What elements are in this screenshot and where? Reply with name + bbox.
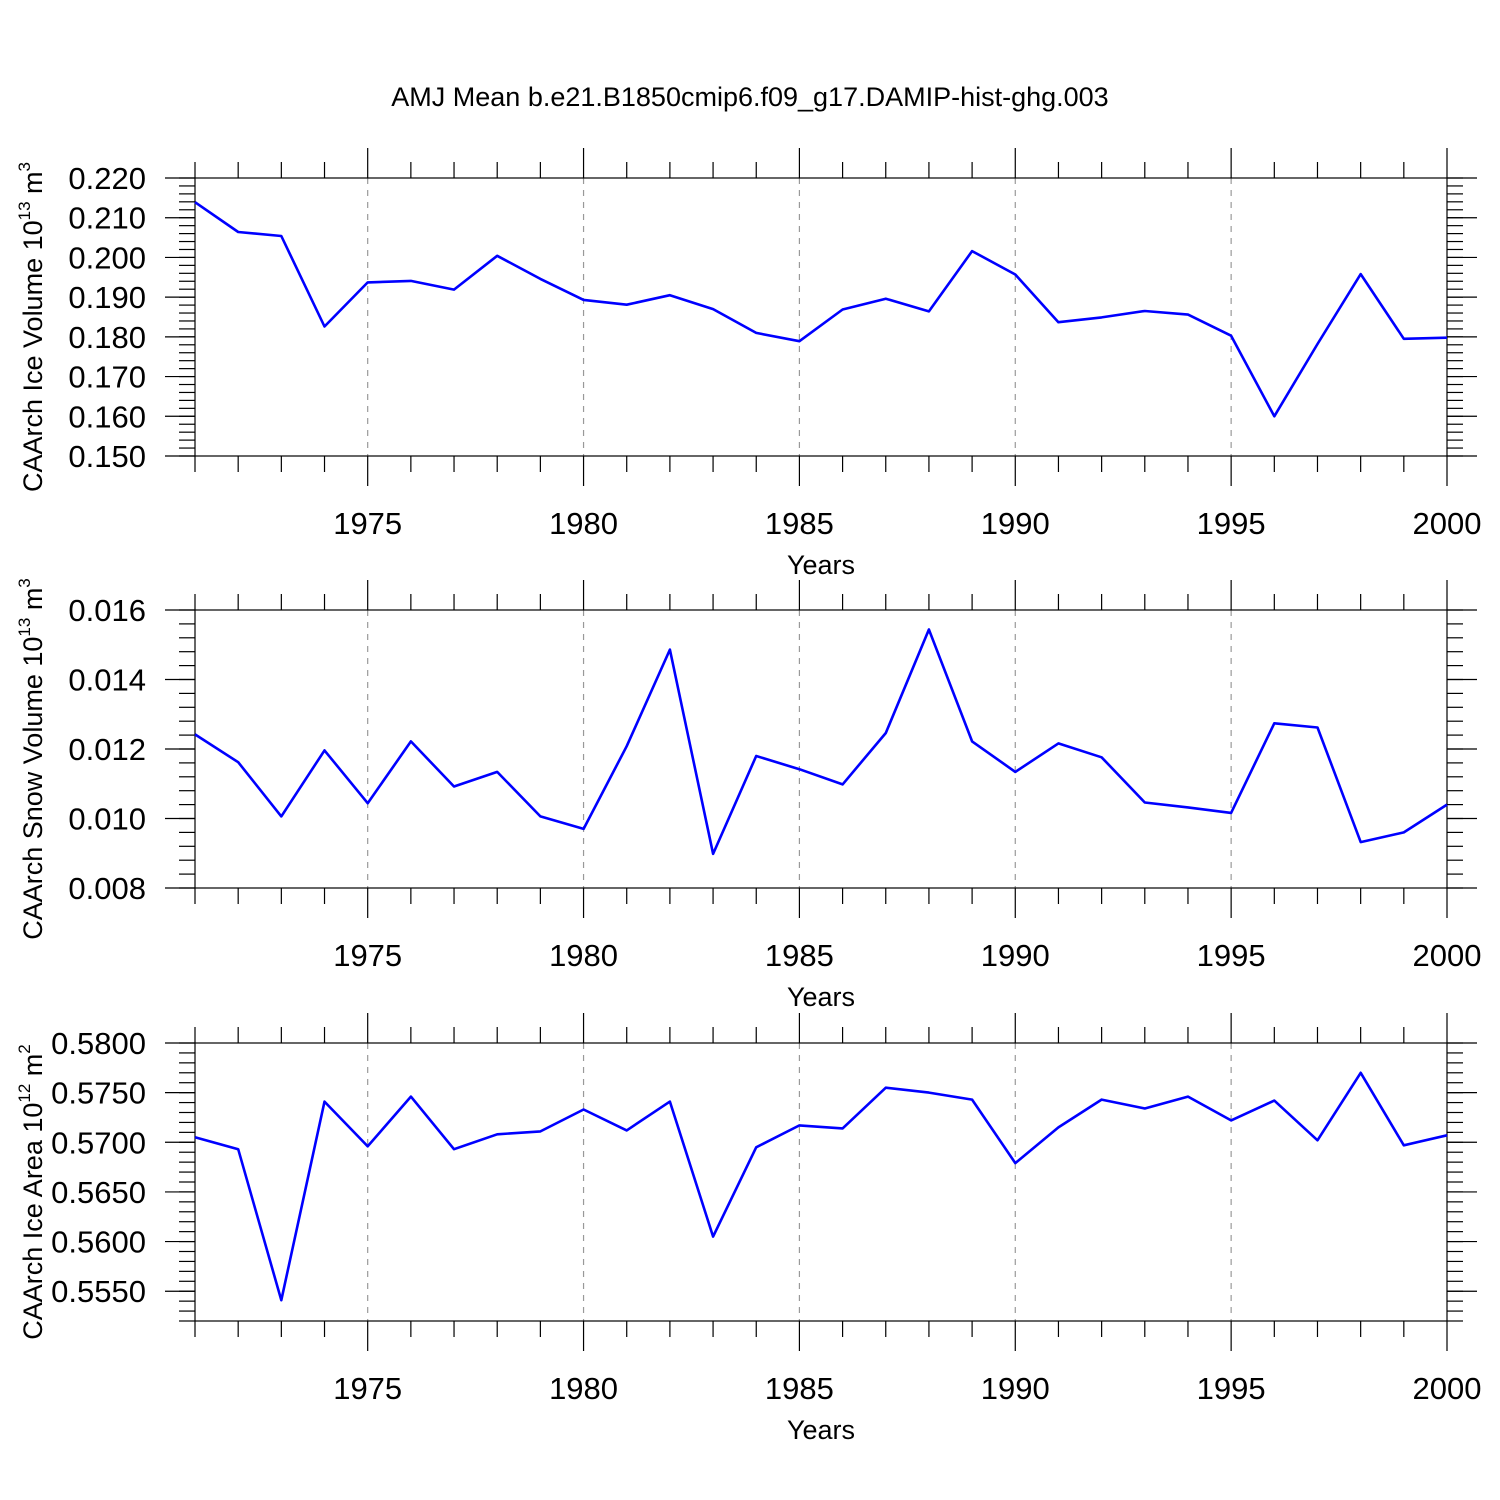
x-tick-label: 2000 xyxy=(1413,506,1482,541)
y-tick-label: 0.220 xyxy=(68,161,146,196)
figure-title: AMJ Mean b.e21.B1850cmip6.f09_g17.DAMIP-… xyxy=(391,82,1108,112)
y-axis-title-unit-exponent: 2 xyxy=(15,1044,34,1053)
plot-frame xyxy=(194,609,1448,889)
x-tick-label: 1980 xyxy=(549,506,618,541)
x-tick-label: 1990 xyxy=(981,1371,1050,1406)
y-axis-title-unit-exponent: 3 xyxy=(15,578,34,587)
y-axis-title: CAArch Ice Area 1012 m2 xyxy=(15,1044,48,1340)
y-axis-title: CAArch Snow Volume 1013 m3 xyxy=(15,578,48,940)
x-tick-label: 2000 xyxy=(1413,1371,1482,1406)
y-axis-title-main: CAArch Ice Volume 10 xyxy=(18,220,48,492)
y-axis-title-unit: m xyxy=(18,588,48,618)
y-tick-label: 0.016 xyxy=(68,593,146,628)
x-tick-label: 2000 xyxy=(1413,938,1482,973)
x-tick-label: 1980 xyxy=(549,938,618,973)
y-tick-label: 0.180 xyxy=(68,320,146,355)
x-axis-title: Years xyxy=(787,550,855,580)
y-axis-title-unit: m xyxy=(18,1054,48,1084)
x-tick-label: 1975 xyxy=(333,506,402,541)
x-tick-label: 1985 xyxy=(765,506,834,541)
y-axis-title: CAArch Ice Volume 1013 m3 xyxy=(15,162,48,492)
chart-panel-1: 0.150 0.160 0.170 0.180 0.190 0.200 0.210 0.220… xyxy=(15,148,1481,580)
y-tick-label: 0.014 xyxy=(68,663,146,698)
y-tick-label: 0.008 xyxy=(68,871,146,906)
y-tick-label: 0.5650 xyxy=(51,1175,146,1210)
y-tick-label: 0.160 xyxy=(68,399,146,434)
x-tick-label: 1980 xyxy=(549,1371,618,1406)
y-tick-label: 0.200 xyxy=(68,240,146,275)
x-tick-label: 1995 xyxy=(1197,1371,1266,1406)
y-tick-label: 0.012 xyxy=(68,732,146,767)
x-tick-label: 1995 xyxy=(1197,506,1266,541)
plot-frame xyxy=(194,1042,1448,1322)
series-line xyxy=(194,628,1448,856)
plot-frame xyxy=(194,177,1448,457)
x-tick-label: 1985 xyxy=(765,1371,834,1406)
x-tick-label: 1990 xyxy=(981,938,1050,973)
x-tick-label: 1975 xyxy=(333,938,402,973)
x-tick-label: 1985 xyxy=(765,938,834,973)
chart-panel-3: 0.5550 0.5600 0.5650 0.5700 0.5750 0.5800 1975… xyxy=(15,1013,1481,1445)
y-tick-label: 0.150 xyxy=(68,439,146,474)
x-tick-label: 1995 xyxy=(1197,938,1266,973)
y-axis-title-main: CAArch Snow Volume 10 xyxy=(18,637,48,940)
x-axis-title: Years xyxy=(787,982,855,1012)
y-axis-title-exponent: 13 xyxy=(15,618,34,637)
y-axis-title-exponent: 13 xyxy=(15,201,34,220)
panels: 0.150 0.160 0.170 0.180 0.190 0.200 0.210 0.220… xyxy=(15,148,1481,1445)
y-tick-label: 0.5600 xyxy=(51,1225,146,1260)
chart-panel-2: 0.008 0.010 0.012 0.014 0.016 1975 1980 1985 199… xyxy=(15,578,1481,1012)
y-tick-label: 0.170 xyxy=(68,360,146,395)
y-axis-title-unit-exponent: 3 xyxy=(15,162,34,171)
y-tick-label: 0.5750 xyxy=(51,1076,146,1111)
y-axis-title-main: CAArch Ice Area 10 xyxy=(18,1103,48,1340)
y-tick-label: 0.010 xyxy=(68,802,146,837)
y-tick-label: 0.190 xyxy=(68,280,146,315)
series-line xyxy=(194,1071,1448,1302)
x-tick-label: 1975 xyxy=(333,1371,402,1406)
series-line xyxy=(194,201,1448,418)
x-axis-title: Years xyxy=(787,1415,855,1445)
x-tick-label: 1990 xyxy=(981,506,1050,541)
y-tick-label: 0.5800 xyxy=(51,1026,146,1061)
y-tick-label: 0.5550 xyxy=(51,1274,146,1309)
y-tick-label: 0.5700 xyxy=(51,1125,146,1160)
y-tick-label: 0.210 xyxy=(68,201,146,236)
y-axis-title-unit: m xyxy=(18,171,48,201)
y-axis-title-exponent: 12 xyxy=(15,1084,34,1103)
